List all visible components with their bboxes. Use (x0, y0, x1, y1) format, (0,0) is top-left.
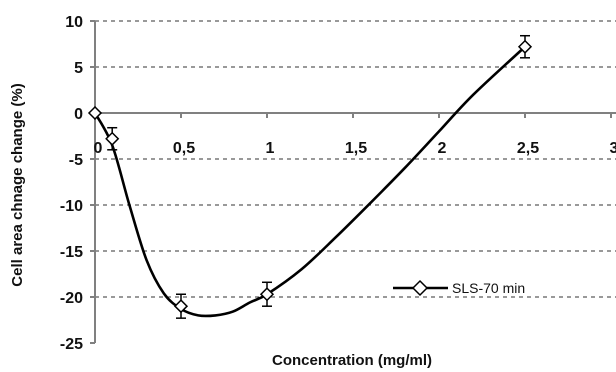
error-bars (107, 34, 530, 319)
series-curve-sls-70-min (93, 45, 527, 318)
y-axis-title: Cell area chnage change (%) (9, 83, 26, 286)
x-tick-label-6: 3 (610, 140, 616, 157)
x-tick-label-5: 2,5 (517, 140, 539, 157)
legend-diamond-marker (411, 279, 429, 297)
y-tick-label-5: -15 (60, 244, 83, 261)
y-tick-label-7: -25 (60, 336, 83, 353)
x-tick-label-2: 1 (266, 140, 275, 157)
y-tick-label-0: 10 (65, 14, 83, 31)
x-tick-label-0: 0 (94, 140, 103, 157)
y-tick-label-6: -20 (60, 290, 83, 307)
data-point-3 (259, 287, 275, 302)
data-point-0 (87, 105, 103, 121)
y-tick-label-1: 5 (74, 60, 83, 77)
legend: SLS-70 min (393, 279, 525, 297)
y-tick-label-2: 0 (74, 106, 83, 123)
x-axis-title: Concentration (mg/ml) (272, 352, 432, 369)
y-tick-label-3: -5 (69, 152, 83, 169)
data-point-1 (105, 131, 120, 146)
data-point-2 (173, 299, 189, 314)
data-point-4 (517, 39, 533, 54)
x-tick-labels: 0 0,5 1 1,5 2 2,5 3 (94, 113, 616, 157)
y-tick-labels: 10 5 0 -5 -10 -15 -20 -25 (60, 14, 95, 353)
series-markers (87, 39, 533, 314)
legend-label: SLS-70 min (452, 280, 525, 296)
x-tick-label-4: 2 (438, 140, 447, 157)
x-tick-label-1: 0,5 (173, 140, 195, 157)
x-tick-label-3: 1,5 (345, 140, 367, 157)
y-tick-label-4: -10 (60, 198, 83, 215)
gridlines (95, 20, 616, 298)
